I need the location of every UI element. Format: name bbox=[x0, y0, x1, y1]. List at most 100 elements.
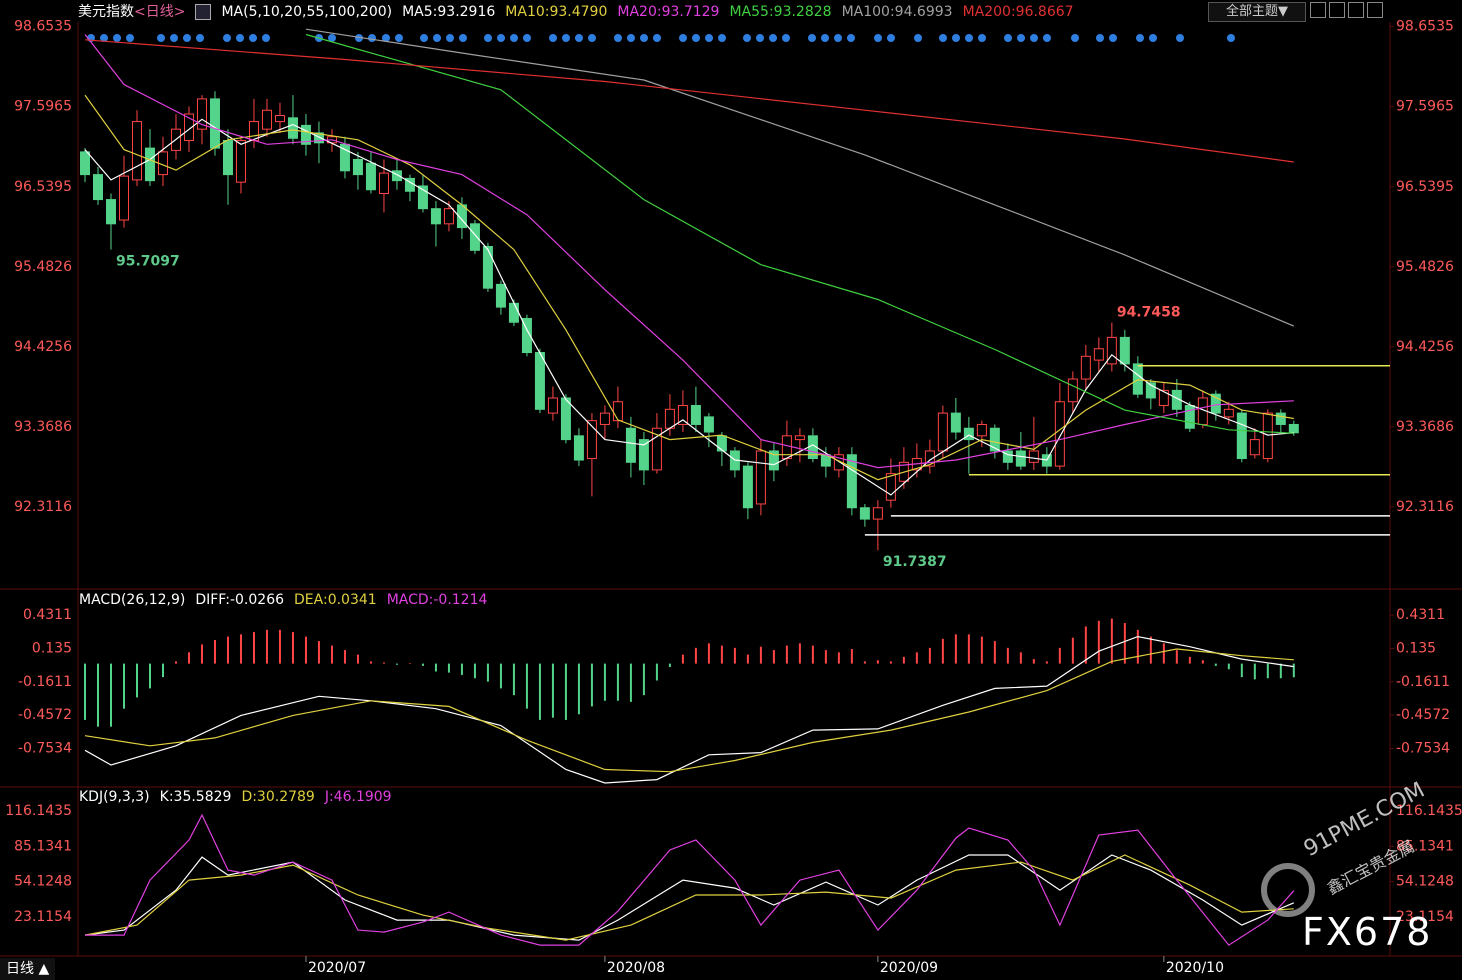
candle-body bbox=[443, 208, 454, 225]
candle-body bbox=[365, 162, 376, 191]
candle-body bbox=[287, 117, 298, 139]
indicator-line bbox=[84, 854, 1294, 941]
y-tick-label: 0.4311 bbox=[1396, 607, 1445, 623]
candle-body bbox=[1093, 348, 1104, 361]
x-tick-label: 2020/10 bbox=[1166, 960, 1224, 976]
candle-body bbox=[235, 140, 246, 183]
candle-body bbox=[768, 450, 779, 471]
candle-body bbox=[638, 439, 649, 471]
y-tick-label: 96.5395 bbox=[14, 179, 72, 195]
candle-body bbox=[183, 113, 194, 142]
indicator-line bbox=[84, 94, 1294, 481]
candle-body bbox=[105, 199, 116, 225]
chart-icon bbox=[195, 4, 212, 20]
candle-body bbox=[131, 121, 142, 181]
candle-body bbox=[222, 140, 233, 176]
candle-body bbox=[1106, 336, 1117, 365]
candle-body bbox=[742, 465, 753, 509]
candle-body bbox=[430, 208, 441, 225]
legend-entry: MA55:93.2828 bbox=[729, 4, 832, 20]
candle-body bbox=[1067, 378, 1078, 403]
candle-body bbox=[1171, 389, 1182, 410]
candle-body bbox=[573, 435, 584, 461]
toolbar-icon[interactable] bbox=[1310, 2, 1326, 18]
legend-entry: DIFF:-0.0266 bbox=[195, 592, 285, 608]
indicator-line bbox=[305, 28, 1295, 327]
candle-body bbox=[352, 158, 363, 176]
indicator-line bbox=[84, 648, 1294, 773]
y-tick-label: 93.3686 bbox=[1396, 419, 1454, 435]
symbol: 美元指数 bbox=[78, 4, 134, 20]
legend-entry: MA10:93.4790 bbox=[505, 4, 608, 20]
candle-body bbox=[144, 147, 155, 182]
x-tick-label: 2020/09 bbox=[880, 960, 938, 976]
candle-body bbox=[1080, 355, 1091, 380]
legend-entry: MA20:93.7129 bbox=[617, 4, 720, 20]
indicator-line bbox=[84, 854, 1295, 941]
y-tick-label: 97.5965 bbox=[14, 99, 72, 115]
candle-body bbox=[690, 405, 701, 425]
x-tick-label: 2020/08 bbox=[607, 960, 665, 976]
candle-body bbox=[872, 507, 883, 520]
candle-body bbox=[976, 423, 987, 437]
candle-body bbox=[261, 109, 272, 130]
y-tick-label: 96.5395 bbox=[1396, 179, 1454, 195]
candle-body bbox=[1262, 412, 1273, 460]
y-tick-label: 85.1341 bbox=[1396, 838, 1454, 854]
candle-body bbox=[274, 115, 285, 123]
extreme-label: 94.7458 bbox=[1117, 305, 1181, 321]
candle-body bbox=[1184, 405, 1195, 429]
toolbar-icons bbox=[1310, 2, 1383, 18]
candle-body bbox=[1223, 408, 1234, 418]
y-tick-label: 93.3686 bbox=[14, 419, 72, 435]
y-tick-label: 0.135 bbox=[32, 640, 72, 656]
candle-body bbox=[599, 412, 610, 425]
x-tick-label: 2020/07 bbox=[308, 960, 366, 976]
candle-body bbox=[989, 427, 1000, 452]
period-tab[interactable]: 日线 ▲ bbox=[0, 958, 56, 980]
legend-entry: MA100:94.6993 bbox=[841, 4, 953, 20]
period: <日线> bbox=[134, 4, 186, 20]
y-tick-label: 23.1154 bbox=[1396, 909, 1454, 925]
candle-body bbox=[963, 427, 974, 441]
indicator-line bbox=[305, 33, 1294, 434]
candle-body bbox=[495, 283, 506, 308]
y-tick-label: 94.4256 bbox=[1396, 339, 1454, 355]
y-tick-label: 98.6535 bbox=[14, 19, 72, 35]
candle-body bbox=[1158, 389, 1169, 407]
candle-body bbox=[1236, 412, 1247, 460]
candle-body bbox=[950, 412, 961, 433]
main-header: 美元指数 <日线> MA(5,10,20,55,100,200) MA5:93.2… bbox=[78, 2, 1074, 22]
candle-body bbox=[716, 435, 727, 452]
toolbar-icon[interactable] bbox=[1329, 2, 1345, 18]
candle-body bbox=[833, 454, 844, 471]
toolbar-icon[interactable] bbox=[1348, 2, 1364, 18]
theme-button[interactable]: 全部主题▼ bbox=[1208, 2, 1306, 22]
y-tick-label: 85.1341 bbox=[14, 838, 72, 854]
candle-body bbox=[755, 450, 766, 505]
legend-entry: MA200:96.8667 bbox=[962, 4, 1074, 20]
candle-body bbox=[378, 172, 389, 195]
candle-body bbox=[391, 170, 402, 182]
candle-body bbox=[625, 427, 636, 463]
indicator-line bbox=[84, 39, 1294, 163]
legend-entry: MA5:93.2916 bbox=[402, 4, 496, 20]
panel-title: KDJ(9,3,3) bbox=[79, 789, 150, 805]
toolbar-icon[interactable] bbox=[1367, 2, 1383, 18]
candle-body bbox=[92, 174, 103, 201]
candle-body bbox=[469, 223, 480, 251]
candle-body bbox=[1002, 450, 1013, 463]
candle-body bbox=[560, 397, 571, 441]
indicator-line bbox=[84, 118, 1294, 496]
watermark-logo bbox=[1261, 863, 1315, 917]
candle-body bbox=[1132, 363, 1143, 395]
candle-body bbox=[508, 302, 519, 323]
y-tick-label: 98.6535 bbox=[1396, 19, 1454, 35]
legend-entry: MACD:-0.1214 bbox=[386, 592, 488, 608]
candle-body bbox=[651, 427, 662, 471]
candle-body bbox=[1275, 412, 1286, 425]
y-tick-label: 116.1435 bbox=[5, 803, 72, 819]
legend-entry: J:46.1909 bbox=[324, 789, 392, 805]
